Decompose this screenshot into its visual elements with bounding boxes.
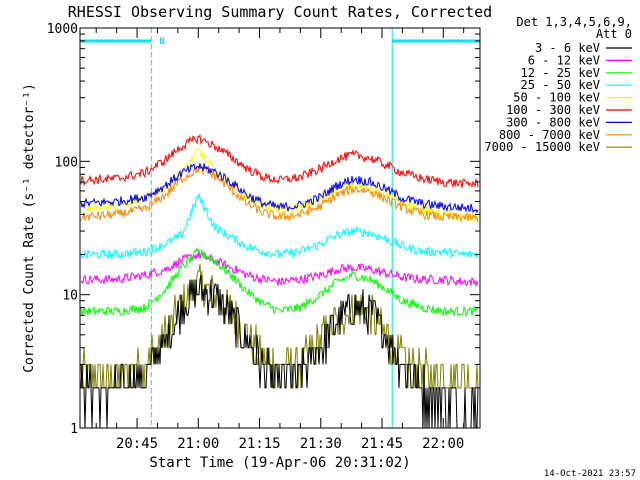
x-tick-label: 22:00 [422, 436, 464, 452]
legend-entry-label: 50 - 100 keV [513, 91, 600, 105]
series-line-1 [80, 250, 479, 287]
x-tick-label: 21:45 [361, 436, 403, 452]
x-axis-label: Start Time (19-Apr-06 20:31:02) [149, 455, 410, 471]
legend-entry-label: 6 - 12 keV [528, 53, 600, 67]
y-axis-label: Corrected Count Rate (s⁻¹ detector⁻¹) [22, 83, 37, 373]
series-line-3 [80, 193, 479, 260]
series-line-6 [80, 163, 479, 214]
chart-title: RHESSI Observing Summary Count Rates, Co… [68, 3, 492, 21]
x-tick-label: 21:00 [177, 436, 219, 452]
legend-entry-label: 7000 - 15000 keV [484, 140, 600, 154]
legend-header-line-2: Att 0 [596, 27, 632, 41]
x-tick-label: 20:45 [116, 436, 158, 452]
plot-area: N [79, 28, 481, 429]
x-tick-label: 21:15 [238, 436, 280, 452]
y-axis: 1 10 100 1000 [47, 22, 480, 437]
legend-header-line-1: Det 1,3,4,5,6,9, [516, 15, 632, 29]
y-tick-label: 1 [70, 422, 78, 437]
y-tick-label: 1000 [47, 22, 78, 37]
legend-entry-label: 800 - 7000 keV [499, 128, 600, 142]
legend-entry-label: 25 - 50 keV [521, 78, 600, 92]
x-tick-label: 21:30 [300, 436, 342, 452]
night-flag-label: N [159, 37, 164, 47]
plot-frame [79, 27, 481, 429]
y-tick-label: 10 [62, 289, 78, 304]
y-tick-label: 100 [55, 155, 78, 170]
legend-entry-label: 12 - 25 keV [521, 66, 600, 80]
series-line-0 [80, 275, 479, 429]
legend-entry-label: 3 - 6 keV [535, 41, 600, 55]
series-line-7 [80, 165, 479, 224]
series-line-5 [80, 134, 479, 188]
footer-date: 14-Oct-2021 23:57 [544, 469, 636, 479]
legend-entry-label: 100 - 300 keV [506, 103, 600, 117]
legend-entry-label: 300 - 800 keV [506, 115, 600, 129]
series-line-2 [80, 247, 479, 317]
x-axis: 20:45 21:00 21:15 21:30 21:45 22:00 [95, 28, 464, 452]
